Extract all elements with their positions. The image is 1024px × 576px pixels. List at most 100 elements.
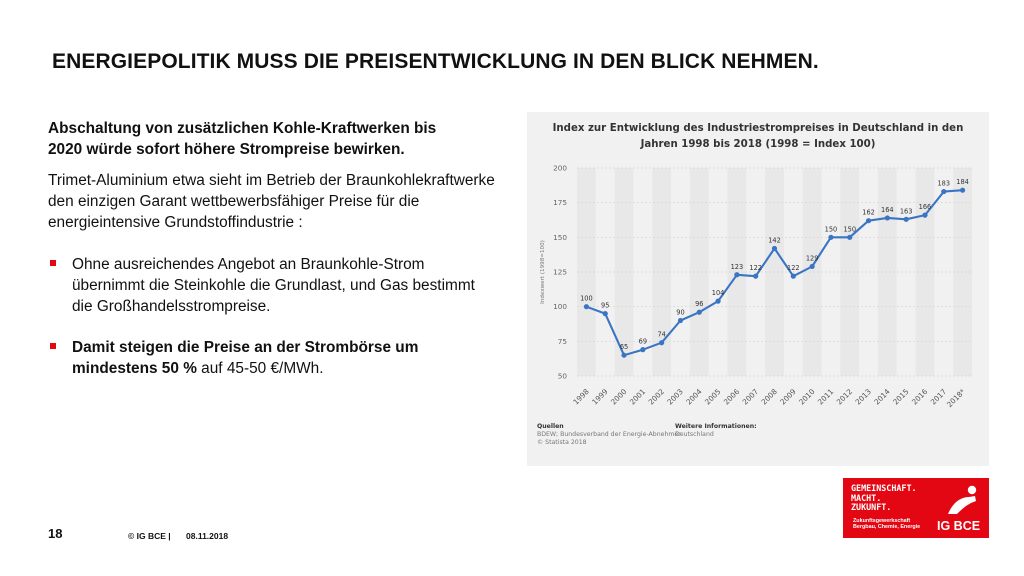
y-tick-label: 75 [558,337,567,346]
chart-title-line-2: Jahren 1998 bis 2018 (1998 = Index 100) [640,139,876,150]
info-text: Deutschland [675,431,714,438]
bullet-square-icon [50,343,56,349]
data-label: 150 [825,225,838,233]
logo-subline-1: Zukunftsgewerkschaft [853,518,911,524]
data-label: 122 [749,264,762,272]
data-point [959,187,966,193]
data-label: 74 [657,331,665,339]
data-point [677,317,684,324]
data-point [922,212,928,218]
sources-label: Quellen [537,423,564,430]
statista-copyright: © Statista 2018 [537,439,587,446]
data-point [828,234,834,240]
x-tick-label: 2005 [703,387,723,407]
data-point [884,215,890,221]
data-label: 162 [862,209,875,217]
column-band [877,168,897,376]
bullet-item-1: Ohne ausreichendes Angebot an Braunkohle… [48,254,498,317]
x-tick-label: 2004 [684,387,704,407]
data-point [696,309,702,315]
logo-slogan: GEMEINSCHAFT. MACHT. ZUKUNFT. [851,483,917,512]
x-tick-label: 2014 [872,387,892,407]
data-point [602,311,608,317]
data-point [790,273,796,279]
y-tick-label: 125 [553,268,567,277]
bullet-square-icon [50,260,56,266]
logo-figure-icon [948,485,977,514]
x-tick-label: 2010 [797,387,817,407]
data-label: 129 [806,254,819,262]
x-tick-label: 2016 [910,387,930,407]
data-label: 96 [695,300,703,308]
data-point [734,272,740,278]
chart-info: Weitere Informationen: Deutschland [675,423,757,439]
x-tick-label: 2012 [835,387,855,407]
x-tick-label: 2013 [853,387,873,407]
column-band [915,168,935,376]
data-point [865,218,872,224]
data-label: 164 [881,206,894,214]
intro-text: Abschaltung von zusätzlichen Kohle-Kraft… [48,118,498,160]
x-tick-label: 2002 [647,387,667,407]
y-tick-label: 175 [553,198,567,207]
x-tick-label: 2015 [891,387,911,407]
footer-copyright: © IG BCE | [128,531,171,541]
x-tick-label: 2018* [945,387,967,409]
sources-text: BDEW; Bundesverband der Energie-Abnehmer [537,431,681,438]
data-label: 122 [787,264,800,272]
x-tick-label: 2003 [665,387,685,407]
intro-line-2: 2020 würde sofort höhere Strompreise bew… [48,141,405,158]
data-label: 90 [676,309,684,317]
data-label: 183 [937,180,950,188]
data-point [753,273,759,279]
info-label: Weitere Informationen: [675,423,757,430]
data-point [715,298,721,304]
y-tick-label: 150 [553,233,567,242]
x-tick-label: 1999 [590,387,610,407]
data-point [659,340,665,346]
data-point [941,188,947,195]
y-axis-label: Indexwert (1998=100) [540,240,546,304]
x-tick-label: 2008 [759,387,779,407]
x-tick-label: 1998 [571,387,591,407]
logo-subline: Zukunftsgewerkschaft Bergbau, Chemie, En… [853,518,920,531]
data-label: 166 [919,203,932,211]
column-band [802,168,822,376]
y-tick-label: 200 [553,164,567,173]
data-label: 142 [768,236,781,244]
line-chart: 50 75 100 125 150 175 200 Indexwert (1998=100) 1… [540,164,972,409]
x-tick-label: 2009 [778,387,798,407]
y-tick-label: 50 [558,372,568,381]
logo-name: IG BCE [937,519,981,533]
intro-line-1: Abschaltung von zusätzlichen Kohle-Kraft… [48,120,437,137]
x-tick-label: 2006 [722,387,742,407]
y-tick-label: 100 [553,302,567,311]
x-tick-label: 2011 [816,387,836,407]
data-label: 104 [712,289,725,297]
bullet-item-2: Damit steigen die Preise an der Strombör… [48,337,498,379]
chart-title: Index zur Entwicklung des Industriestrom… [537,121,979,153]
bullet-2-text: auf 45-50 €/MWh. [196,360,324,377]
data-label: 163 [900,207,913,215]
data-label: 184 [956,178,969,186]
data-point [621,352,627,358]
data-label: 65 [620,343,628,351]
data-label: 123 [731,263,744,271]
bullet-1-text: Ohne ausreichendes Angebot an Braunkohle… [72,256,475,315]
data-point [583,304,590,310]
page-number: 18 [48,526,63,541]
column-band [689,168,709,376]
chart-panel: Index zur Entwicklung des Industriestrom… [527,112,989,466]
x-tick-label: 2000 [609,387,629,407]
x-tick-label: 2001 [628,387,648,407]
data-label: 100 [580,295,593,303]
data-label: 95 [601,302,609,310]
x-tick-label: 2007 [741,387,761,407]
text-column: Abschaltung von zusätzlichen Kohle-Kraft… [48,118,498,399]
data-point [809,263,815,270]
data-point [640,347,646,353]
data-label: 150 [843,225,856,233]
data-point [903,216,909,222]
footer-date: 08.11.2018 [186,531,229,541]
chart-title-line-1: Index zur Entwicklung des Industriestrom… [552,123,964,134]
